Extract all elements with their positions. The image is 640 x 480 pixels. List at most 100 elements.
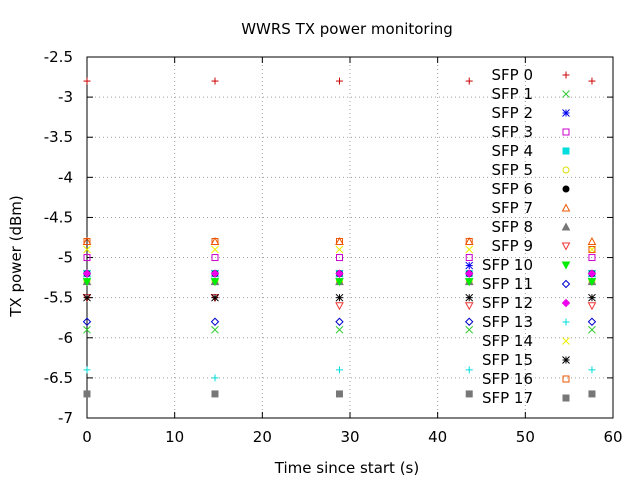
legend-marker-sfp-4 bbox=[562, 147, 570, 155]
data-point-sfp-9 bbox=[587, 302, 597, 311]
data-point-sfp-14 bbox=[211, 245, 219, 254]
data-point-sfp-11 bbox=[587, 317, 597, 326]
data-point-sfp-15 bbox=[335, 293, 344, 302]
data-point-sfp-9 bbox=[464, 302, 474, 311]
data-point-sfp-10 bbox=[335, 278, 344, 287]
x-tick-label: 30 bbox=[340, 428, 359, 446]
y-tick-label: -4.5 bbox=[44, 208, 73, 226]
data-point-sfp-0 bbox=[588, 77, 596, 85]
data-point-sfp-17 bbox=[588, 390, 596, 398]
data-point-sfp-17 bbox=[211, 390, 219, 398]
legend-marker-sfp-13 bbox=[562, 318, 570, 326]
data-point-sfp-13 bbox=[465, 366, 473, 374]
legend-marker-sfp-5 bbox=[562, 166, 570, 174]
data-point-sfp-11 bbox=[335, 317, 344, 326]
y-tick-label: -3.5 bbox=[44, 128, 73, 146]
y-tick-label: -4 bbox=[58, 168, 73, 186]
chart-title: WWRS TX power monitoring bbox=[241, 20, 453, 38]
legend-label-sfp-3: SFP 3 bbox=[491, 123, 533, 141]
legend-marker-sfp-3 bbox=[562, 128, 570, 136]
data-point-sfp-16 bbox=[335, 238, 343, 246]
data-point-sfp-14 bbox=[83, 245, 91, 254]
data-point-sfp-16 bbox=[465, 238, 473, 246]
data-point-sfp-10 bbox=[210, 278, 220, 287]
data-point-sfp-11 bbox=[210, 317, 220, 326]
x-tick-label: 40 bbox=[428, 428, 447, 446]
data-point-sfp-13 bbox=[335, 366, 343, 374]
y-tick-label: -2.5 bbox=[44, 48, 73, 66]
data-point-sfp-13 bbox=[588, 366, 596, 374]
x-tick-label: 0 bbox=[82, 428, 92, 446]
data-point-sfp-1 bbox=[83, 325, 91, 334]
grid-lines bbox=[86, 56, 614, 419]
legend-marker-sfp-14 bbox=[562, 337, 570, 345]
data-point-sfp-15 bbox=[211, 293, 219, 302]
y-tick-label: -6.5 bbox=[44, 369, 73, 387]
legend-label-sfp-10: SFP 10 bbox=[482, 256, 533, 274]
y-axis-label: TX power (dBm) bbox=[7, 195, 25, 317]
data-point-sfp-16 bbox=[83, 238, 91, 246]
legend-marker-sfp-7 bbox=[561, 203, 571, 212]
data-point-sfp-14 bbox=[335, 245, 344, 254]
data-point-sfp-15 bbox=[465, 293, 474, 302]
legend-marker-sfp-12 bbox=[561, 298, 571, 308]
legend-label-sfp-6: SFP 6 bbox=[491, 180, 533, 198]
y-tick-label: -6 bbox=[58, 329, 73, 347]
legend-label-sfp-5: SFP 5 bbox=[491, 161, 533, 179]
legend-marker-sfp-11 bbox=[561, 279, 571, 289]
data-point-sfp-1 bbox=[211, 325, 219, 334]
axes: -7 -6.5 -6 -5.5 -5 -4.5 -4 -3.5 -3 -2.5 0 10 20 30 40 5… bbox=[44, 48, 623, 446]
y-tick-label: -3 bbox=[58, 88, 73, 106]
y-tick-label: -5.5 bbox=[44, 289, 73, 307]
data-point-sfp-0 bbox=[211, 77, 219, 85]
data-point-sfp-7 bbox=[587, 236, 597, 246]
legend-marker-sfp-1 bbox=[562, 90, 570, 98]
legend-label-sfp-9: SFP 9 bbox=[491, 237, 533, 255]
data-point-sfp-14 bbox=[588, 245, 596, 254]
data-point-sfp-16 bbox=[211, 238, 219, 246]
legend-marker-sfp-0 bbox=[562, 71, 570, 79]
legend-marker-sfp-6 bbox=[562, 185, 570, 193]
legend-label-sfp-12: SFP 12 bbox=[482, 294, 533, 312]
legend-marker-sfp-10 bbox=[561, 261, 571, 270]
data-point-sfp-10 bbox=[587, 278, 597, 287]
data-points bbox=[82, 77, 597, 398]
data-point-sfp-1 bbox=[335, 325, 344, 334]
data-point-sfp-12 bbox=[465, 269, 474, 278]
data-point-sfp-12 bbox=[587, 269, 597, 278]
data-point-sfp-15 bbox=[83, 293, 91, 302]
data-point-sfp-12 bbox=[210, 269, 220, 278]
legend-label-sfp-0: SFP 0 bbox=[491, 66, 533, 84]
data-point-sfp-0 bbox=[465, 77, 473, 85]
data-point-sfp-3 bbox=[335, 254, 343, 262]
data-point-sfp-3 bbox=[588, 254, 596, 262]
legend-marker-sfp-2 bbox=[562, 109, 570, 117]
data-point-sfp-11 bbox=[82, 317, 92, 326]
x-tick-label: 10 bbox=[165, 428, 184, 446]
data-point-sfp-10 bbox=[464, 278, 474, 287]
data-point-sfp-17 bbox=[465, 390, 473, 398]
legend-label-sfp-8: SFP 8 bbox=[491, 218, 533, 236]
data-point-sfp-16 bbox=[588, 246, 596, 254]
legend-label-sfp-15: SFP 15 bbox=[482, 351, 533, 369]
legend-label-sfp-11: SFP 11 bbox=[482, 275, 533, 293]
data-point-sfp-12 bbox=[335, 269, 344, 278]
x-axis-label: Time since start (s) bbox=[274, 459, 419, 477]
legend-label-sfp-2: SFP 2 bbox=[491, 104, 533, 122]
data-point-sfp-0 bbox=[83, 77, 91, 85]
data-point-sfp-9 bbox=[335, 302, 344, 311]
data-point-sfp-11 bbox=[465, 317, 474, 326]
x-tick-label: 50 bbox=[516, 428, 535, 446]
legend-label-sfp-13: SFP 13 bbox=[482, 313, 533, 331]
legend-label-sfp-16: SFP 16 bbox=[482, 370, 533, 388]
x-tick-label: 60 bbox=[603, 428, 622, 446]
data-point-sfp-14 bbox=[465, 245, 474, 254]
legend-marker-sfp-17 bbox=[562, 394, 570, 402]
legend-marker-sfp-9 bbox=[561, 242, 571, 251]
y-tick-label: -5 bbox=[58, 249, 73, 267]
data-point-sfp-13 bbox=[211, 374, 219, 382]
legend-marker-sfp-16 bbox=[562, 375, 570, 383]
data-point-sfp-12 bbox=[82, 269, 92, 278]
